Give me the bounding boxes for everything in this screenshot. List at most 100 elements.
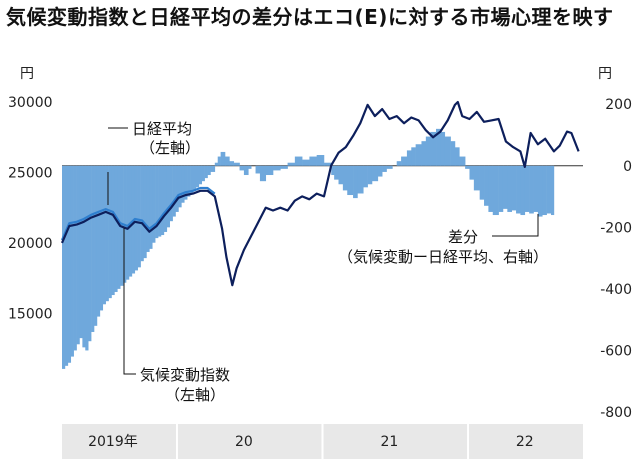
right-tick-label: -800 [600, 405, 632, 421]
left-tick-label: 25000 [8, 165, 53, 181]
diff-bar [382, 165, 387, 172]
right-axis-unit: 円 [598, 66, 612, 82]
climate-leader [123, 228, 136, 375]
diff-bar [210, 165, 216, 172]
diff-bar [507, 165, 512, 212]
diff-bar [67, 165, 72, 363]
diff-bar [79, 165, 83, 339]
diff-bar [440, 131, 446, 166]
diff-bar [207, 165, 211, 176]
diff-bar [401, 156, 408, 166]
diff-bar [334, 165, 339, 180]
diff-bar [357, 165, 364, 194]
diff-bar [178, 165, 182, 208]
diff-bar [411, 147, 416, 166]
diff-bar [181, 165, 185, 203]
diff-bar [520, 165, 526, 216]
right-tick-label: 0 [623, 159, 632, 175]
diff-leader [492, 214, 539, 237]
climate-index-line [60, 186, 216, 241]
diff-bar [502, 165, 508, 209]
diff-bar [190, 165, 194, 194]
diff-bar [529, 165, 534, 214]
x-axis: 2019年 20 21 22 [62, 424, 583, 459]
diff-bar [498, 165, 504, 212]
diff-bar [347, 165, 354, 196]
nikkei-label: （左軸） [140, 139, 200, 157]
diff-bar [224, 156, 230, 166]
diff-bar [367, 165, 373, 185]
diff-bar [192, 165, 197, 191]
diff-bar [155, 165, 159, 239]
diff-bar [91, 165, 95, 332]
diff-bar [76, 165, 80, 345]
diff-bar [117, 165, 121, 289]
diff-bar [94, 165, 98, 326]
diff-bar [265, 165, 274, 176]
diff-bar [255, 165, 261, 174]
diff-bar [88, 165, 92, 342]
diff-bar [229, 161, 235, 166]
diff-bar [214, 162, 219, 166]
diff-bar [217, 156, 221, 166]
diff-bar [175, 165, 179, 212]
diff-bar [338, 165, 344, 185]
series-lines [60, 100, 580, 287]
diff-bar [323, 162, 332, 166]
diff-bar [128, 165, 133, 277]
diff-bar [62, 165, 66, 369]
left-tick-label: 20000 [8, 236, 53, 252]
diff-bar [82, 165, 86, 348]
climate-label: 気候変動指数 [140, 366, 230, 384]
diff-bar [259, 165, 267, 182]
diff-label: （気候変動ー日経平均、右軸） [338, 248, 548, 266]
diff-bar [546, 165, 552, 214]
diff-bar [204, 165, 208, 179]
diff-bar [353, 165, 358, 199]
diff-bar [287, 162, 296, 166]
diff-bar [143, 165, 147, 259]
diff-bar [233, 162, 240, 166]
diff-bar [201, 165, 205, 182]
diff-bar [149, 165, 153, 249]
diff-bar [166, 165, 170, 228]
diff-bar [488, 165, 494, 212]
diff-bar [70, 165, 74, 357]
diff-bar [172, 165, 176, 217]
right-tick-label: -200 [600, 220, 632, 236]
diff-bar [220, 151, 226, 166]
diff-bar [516, 165, 521, 214]
left-tick-label: 30000 [8, 95, 53, 111]
diff-bar [160, 165, 165, 236]
diff-bar [465, 165, 470, 169]
diff-bar [454, 147, 460, 166]
diff-bar [248, 165, 252, 169]
diff-bar [342, 165, 348, 191]
diff-bar [195, 165, 200, 188]
axis-ticks: 30000 25000 20000 15000 200 0 -200 -400 -600 -800 [8, 95, 632, 421]
diff-bar [484, 165, 489, 206]
diff-bar [114, 165, 118, 292]
diff-bar [473, 165, 480, 191]
diff-bar [371, 165, 379, 182]
diff-bar [469, 165, 475, 180]
diff-label: 差分 [448, 228, 478, 246]
diff-bar [108, 165, 112, 299]
diff-bar [146, 165, 150, 252]
right-tick-label: -400 [600, 282, 632, 298]
x-tick-label: 22 [516, 434, 534, 450]
diff-bar [137, 165, 141, 268]
diff-bar [386, 165, 393, 169]
diff-bar [479, 165, 485, 200]
diff-bar [85, 165, 89, 351]
diff-bar [273, 165, 281, 171]
diff-bar [421, 141, 427, 166]
diff-bar [436, 128, 441, 166]
diff-bar [492, 165, 499, 216]
left-tick-label: 15000 [8, 306, 53, 322]
diff-bar [363, 165, 368, 188]
climate-label: （左軸） [165, 386, 225, 404]
diff-bar [331, 165, 335, 176]
right-tick-label: 200 [605, 97, 632, 113]
